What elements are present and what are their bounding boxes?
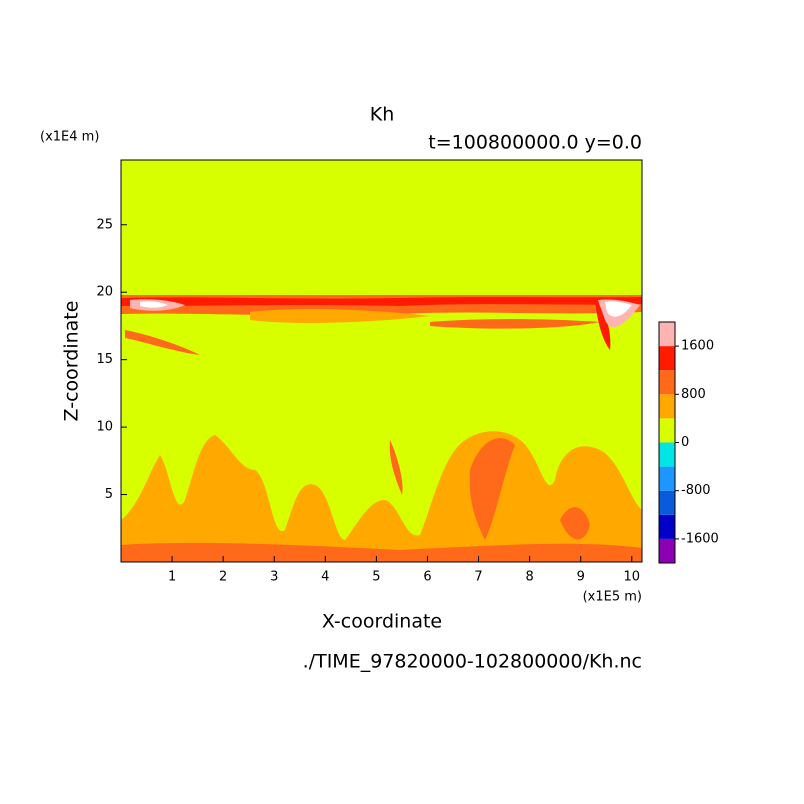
colorbar-tick-label: 800	[681, 387, 706, 402]
y-unit: (x1E4 m)	[40, 130, 99, 145]
y-tick-label: 15	[96, 352, 113, 367]
x-tick-label: 7	[474, 570, 482, 585]
contour-region	[125, 330, 200, 355]
colorbar-tick-label: 1600	[681, 339, 714, 354]
contour-field	[121, 160, 642, 562]
contour-region	[430, 319, 600, 329]
chart-title: Kh	[370, 104, 395, 126]
plot-frame	[120, 159, 643, 563]
colorbar-swatch	[659, 394, 675, 419]
y-tick-label: 5	[105, 487, 113, 502]
colorbar-swatch	[659, 346, 675, 371]
y-axis-label: Z-coordinate	[61, 301, 83, 422]
x-tick-label: 5	[372, 570, 380, 585]
contour-region	[469, 438, 515, 540]
x-tick-label: 8	[525, 570, 533, 585]
x-tick-label: 6	[423, 570, 431, 585]
contour-region	[196, 470, 260, 560]
colorbar-swatch	[659, 490, 675, 515]
colorbar-swatch	[659, 514, 675, 539]
contour-region	[140, 301, 168, 308]
x-tick-label: 1	[168, 570, 176, 585]
contour-region	[250, 309, 430, 323]
x-tick-label: 3	[270, 570, 278, 585]
x-axis-label: X-coordinate	[322, 611, 442, 633]
contour-region	[595, 300, 611, 350]
source-file: ./TIME_97820000-102800000/Kh.nc	[303, 651, 642, 673]
colorbar-swatch	[659, 442, 675, 467]
y-tick-label: 25	[96, 217, 113, 232]
contour-region	[389, 440, 403, 495]
contour-region	[121, 542, 642, 562]
colorbar-swatch	[659, 370, 675, 395]
x-unit: (x1E5 m)	[583, 590, 642, 605]
colorbar-tick-label: 0	[681, 435, 689, 450]
colorbar-swatch	[659, 466, 675, 491]
x-tick-label: 10	[624, 570, 641, 585]
contour-region	[121, 297, 642, 306]
x-tick-label: 2	[219, 570, 227, 585]
colorbar-swatch	[659, 538, 675, 563]
colorbar-swatch	[659, 322, 675, 347]
colorbar-tick-label: -800	[681, 483, 711, 498]
x-tick-label: 9	[577, 570, 585, 585]
y-tick-label: 10	[96, 420, 113, 435]
chart-subtitle: t=100800000.0 y=0.0	[428, 132, 642, 154]
colorbar-tick-label: -1600	[681, 531, 719, 546]
contour-region	[605, 301, 632, 317]
y-tick-label: 20	[96, 285, 113, 300]
x-tick-label: 4	[321, 570, 329, 585]
colorbar-swatch	[659, 418, 675, 443]
contour-region	[560, 507, 590, 540]
